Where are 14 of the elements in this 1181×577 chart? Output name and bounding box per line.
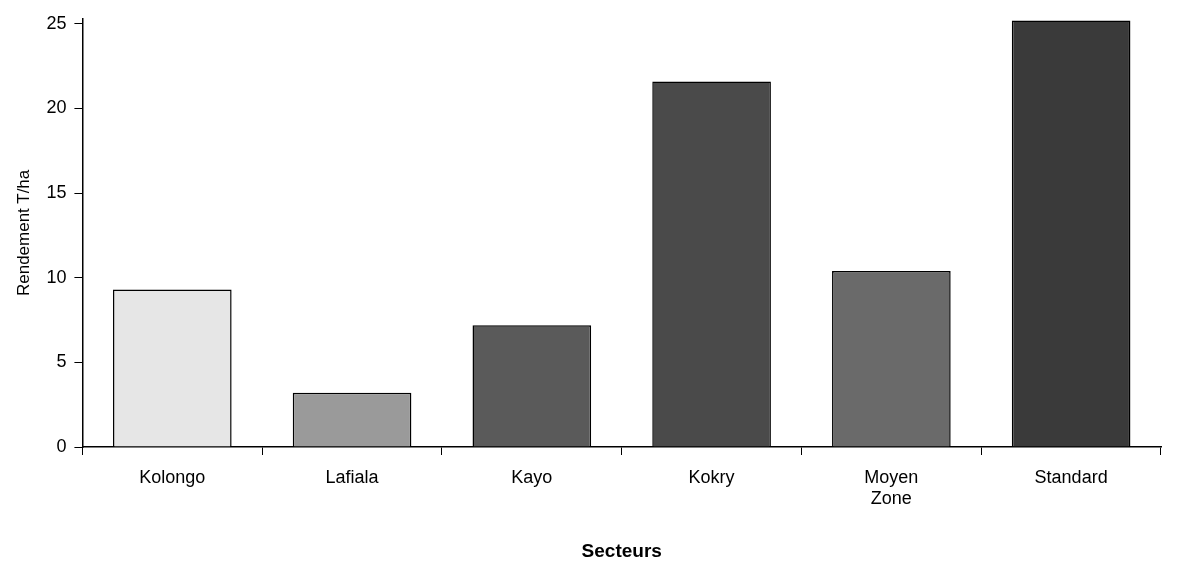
y-tick-label: 25	[46, 12, 67, 33]
y-tick-label: 10	[46, 266, 67, 287]
y-tick-label: 0	[56, 435, 67, 456]
x-tick-label: Kayo	[511, 466, 553, 487]
y-axis-title: Rendement T/ha	[13, 169, 33, 297]
y-tick-label: 15	[46, 182, 67, 203]
x-tick-label: Moyen Zone	[864, 466, 919, 509]
x-tick-label: Kolongo	[139, 466, 206, 487]
y-tick-label: 5	[56, 351, 67, 372]
x-tick-label: Lafiala	[325, 466, 380, 487]
x-axis-title: Secteurs	[581, 539, 662, 561]
y-tick-label: 20	[46, 97, 67, 118]
x-tick-label: Standard	[1034, 466, 1108, 487]
x-tick-label: Kokry	[688, 466, 735, 487]
